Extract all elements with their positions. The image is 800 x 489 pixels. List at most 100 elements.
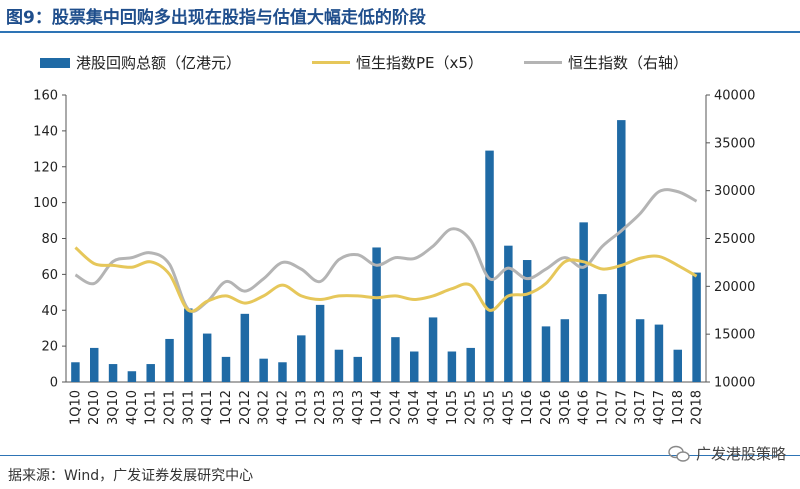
bar-buyback: [673, 349, 682, 382]
x-tick-label: 4Q14: [426, 390, 441, 425]
x-tick-label: 3Q14: [407, 390, 422, 425]
x-tick-label: 4Q12: [275, 390, 290, 425]
left-tick-label: 0: [50, 376, 58, 391]
right-tick-label: 20000: [714, 280, 755, 295]
brand-label: 广发港股策略: [695, 445, 786, 463]
bar-buyback: [541, 326, 551, 382]
right-tick-label: 10000: [714, 376, 755, 391]
right-tick-label: 15000: [714, 328, 755, 343]
left-tick-label: 120: [33, 160, 58, 175]
x-tick-label: 2Q16: [539, 390, 554, 425]
right-tick-label: 30000: [714, 184, 755, 199]
bar-buyback: [617, 120, 626, 383]
x-tick-label: 1Q11: [144, 390, 159, 425]
bar-buyback: [108, 364, 118, 382]
bar-buyback: [184, 308, 193, 382]
bar-buyback: [560, 319, 570, 382]
bar-buyback: [334, 349, 344, 382]
left-tick-label: 40: [41, 304, 58, 319]
source-note: 据来源：Wind，广发证券发展研究中心: [8, 468, 254, 484]
x-tick-label: 1Q18: [671, 390, 686, 425]
legend-label-index: 恒生指数（右轴）: [568, 54, 689, 72]
x-tick-label: 3Q15: [483, 390, 498, 425]
line-hsi-pe: [74, 246, 698, 313]
bar-buyback: [522, 260, 532, 382]
bar-buyback: [598, 294, 607, 382]
footer-divider: [0, 455, 800, 456]
x-tick-label: 1Q14: [370, 390, 385, 425]
bar-buyback: [259, 358, 268, 382]
legend-item-buyback: 港股回购总额（亿港元）: [40, 52, 241, 73]
x-tick-label: 2Q11: [163, 390, 178, 425]
x-tick-label: 4Q15: [501, 390, 516, 425]
bar-buyback: [353, 356, 362, 382]
legend-swatch-bar: [40, 57, 70, 68]
left-tick-label: 140: [33, 124, 58, 139]
wechat-icon: [668, 445, 690, 462]
x-tick-label: 2Q13: [313, 390, 328, 425]
x-tick-label: 1Q17: [595, 390, 610, 425]
x-tick-label: 1Q16: [520, 390, 535, 425]
left-tick-label: 60: [41, 268, 58, 283]
left-tick-label: 160: [33, 89, 58, 104]
x-tick-label: 4Q10: [125, 390, 140, 425]
bar-buyback: [202, 333, 212, 382]
legend-label-pe: 恒生指数PE（x5）: [356, 54, 483, 72]
x-tick-label: 2Q15: [464, 390, 479, 425]
bar-buyback: [410, 351, 419, 382]
right-tick-label: 25000: [714, 232, 755, 247]
x-tick-label: 4Q11: [200, 390, 215, 425]
bar-buyback: [221, 356, 231, 382]
brand-watermark: 广发港股策略: [668, 443, 786, 464]
title-divider: [0, 31, 800, 33]
left-tick-label: 100: [33, 196, 58, 211]
legend-label-buyback: 港股回购总额（亿港元）: [76, 54, 242, 72]
x-tick-label: 3Q12: [257, 390, 272, 425]
page-title: 图9：股票集中回购多出现在股指与估值大幅走低的阶段: [6, 8, 426, 28]
bar-buyback: [447, 351, 457, 382]
x-tick-label: 3Q17: [633, 390, 648, 425]
x-tick-label: 1Q12: [219, 390, 234, 425]
bar-buyback: [127, 371, 137, 382]
bar-buyback: [71, 362, 80, 382]
bar-buyback: [692, 272, 701, 382]
line-hsi-index: [74, 188, 698, 313]
bar-buyback: [466, 347, 475, 382]
chart-legend: 港股回购总额（亿港元） 恒生指数PE（x5） 恒生指数（右轴）: [40, 52, 760, 76]
x-tick-label: 2Q18: [690, 390, 705, 425]
x-tick-label: 3Q10: [106, 390, 121, 425]
bar-buyback: [504, 245, 513, 382]
legend-item-index: 恒生指数（右轴）: [524, 52, 688, 73]
x-tick-label: 2Q17: [614, 390, 629, 425]
bar-buyback: [278, 362, 287, 382]
x-tick-label: 2Q10: [87, 390, 102, 425]
x-tick-label: 1Q13: [294, 390, 309, 425]
right-tick-label: 40000: [714, 89, 755, 104]
bar-buyback: [428, 317, 438, 382]
x-tick-label: 3Q11: [181, 390, 196, 425]
left-tick-label: 20: [41, 340, 58, 355]
bar-buyback: [240, 313, 250, 382]
bar-buyback: [165, 338, 174, 382]
bar-buyback: [315, 304, 325, 382]
x-tick-label: 2Q12: [238, 390, 253, 425]
left-tick-label: 80: [41, 232, 58, 247]
title-bar: 图9：股票集中回购多出现在股指与估值大幅走低的阶段: [0, 0, 800, 33]
legend-item-pe: 恒生指数PE（x5）: [312, 52, 483, 73]
x-tick-label: 4Q17: [652, 390, 667, 425]
bar-buyback: [579, 222, 588, 382]
bar-buyback: [372, 247, 381, 382]
footer: 据来源：Wind，广发证券发展研究中心 广发港股策略: [0, 445, 800, 489]
bar-buyback: [391, 337, 400, 382]
x-tick-label: 4Q13: [351, 390, 366, 425]
bar-buyback: [146, 364, 155, 382]
bar-buyback: [90, 347, 99, 382]
bar-buyback: [297, 335, 306, 382]
bar-buyback: [485, 150, 494, 382]
x-tick-label: 3Q13: [332, 390, 347, 425]
buyback-chart: 0 20 40 60 80 100 120 140 160 10000 15000 20000 2500…: [33, 89, 755, 426]
bar-buyback: [654, 324, 664, 382]
legend-swatch-index: [524, 61, 562, 64]
right-tick-label: 35000: [714, 136, 755, 151]
x-tick-label: 1Q10: [68, 390, 83, 425]
